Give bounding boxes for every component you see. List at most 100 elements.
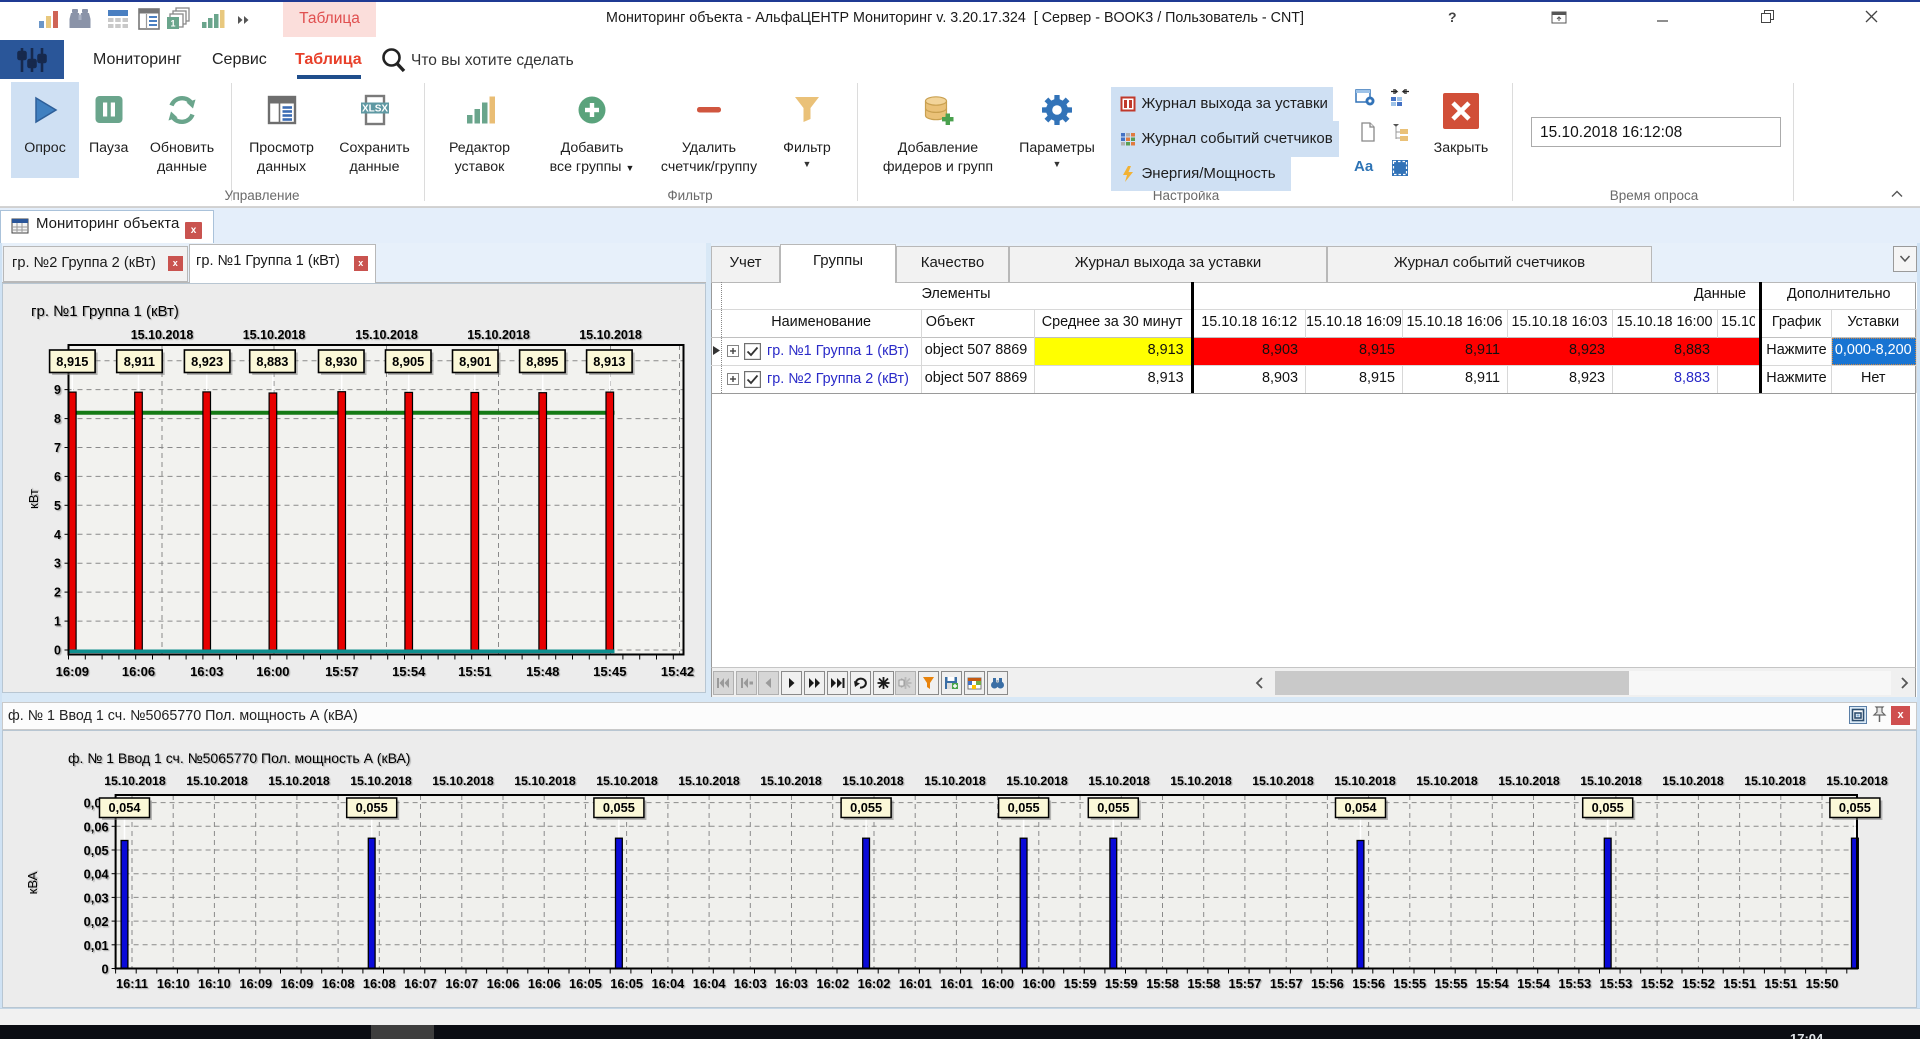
svg-text:8,913: 8,913 [593,354,625,369]
svg-text:15:52: 15:52 [1682,976,1715,991]
svg-text:15:42: 15:42 [661,664,694,679]
svg-text:0,055: 0,055 [850,800,882,815]
svg-text:16:08: 16:08 [322,976,355,991]
svg-text:15.10.2018: 15.10.2018 [924,774,986,788]
svg-text:16:09: 16:09 [239,976,272,991]
svg-text:15:55: 15:55 [1393,976,1426,991]
svg-text:16:02: 16:02 [858,976,891,991]
svg-text:15:51: 15:51 [1764,976,1797,991]
svg-text:8,915: 8,915 [56,354,88,369]
svg-text:16:03: 16:03 [775,976,808,991]
svg-text:0,05: 0,05 [84,843,109,858]
svg-text:15.10.2018: 15.10.2018 [760,774,822,788]
svg-text:15:54: 15:54 [392,664,426,679]
svg-text:15:50: 15:50 [1806,976,1839,991]
svg-text:16:04: 16:04 [693,976,727,991]
svg-text:7: 7 [54,441,61,455]
svg-text:16:00: 16:00 [256,664,289,679]
svg-text:15.10.2018: 15.10.2018 [1334,774,1396,788]
svg-text:15.10.2018: 15.10.2018 [243,328,306,342]
svg-text:15.10.2018: 15.10.2018 [1416,774,1478,788]
svg-text:15:59: 15:59 [1105,976,1138,991]
svg-text:5: 5 [54,499,61,513]
svg-text:9: 9 [54,383,61,397]
svg-text:15.10.2018: 15.10.2018 [1006,774,1068,788]
svg-text:16:11: 16:11 [116,976,148,991]
svg-text:ф. № 1 Ввод 1 сч. №5065770 Пол: ф. № 1 Ввод 1 сч. №5065770 Пол. мощность… [68,750,410,766]
svg-text:15.10.2018: 15.10.2018 [596,774,658,788]
svg-text:15:56: 15:56 [1311,976,1344,991]
svg-text:16:02: 16:02 [816,976,849,991]
svg-text:15.10.2018: 15.10.2018 [467,328,530,342]
svg-text:15:54: 15:54 [1476,976,1510,991]
svg-text:15:51: 15:51 [1723,976,1756,991]
svg-text:15.10.2018: 15.10.2018 [514,774,576,788]
svg-text:15:59: 15:59 [1064,976,1097,991]
svg-text:16:10: 16:10 [157,976,190,991]
svg-text:15.10.2018: 15.10.2018 [1170,774,1232,788]
svg-text:0,055: 0,055 [1839,800,1871,815]
svg-text:0,054: 0,054 [108,800,141,815]
svg-text:16:09: 16:09 [281,976,314,991]
svg-text:3: 3 [54,557,61,571]
svg-text:кВт: кВт [26,489,41,509]
svg-text:15.10.2018: 15.10.2018 [1662,774,1724,788]
svg-text:15.10.2018: 15.10.2018 [1580,774,1642,788]
svg-text:0,04: 0,04 [84,867,110,882]
svg-text:кВА: кВА [25,871,40,894]
svg-text:16:00: 16:00 [1022,976,1055,991]
svg-text:15:54: 15:54 [1517,976,1551,991]
svg-text:16:06: 16:06 [528,976,561,991]
svg-text:1: 1 [54,615,61,629]
svg-text:16:07: 16:07 [404,976,437,991]
svg-text:15.10.2018: 15.10.2018 [131,328,194,342]
svg-text:0,054: 0,054 [1344,800,1377,815]
svg-text:15:57: 15:57 [1229,976,1262,991]
svg-text:15:55: 15:55 [1435,976,1468,991]
svg-text:15.10.2018: 15.10.2018 [1744,774,1806,788]
svg-text:16:08: 16:08 [363,976,396,991]
svg-text:0: 0 [101,962,108,977]
svg-text:15.10.2018: 15.10.2018 [678,774,740,788]
svg-text:0,055: 0,055 [1592,800,1624,815]
svg-text:8,901: 8,901 [459,354,491,369]
svg-text:гр. №1 Группа 1 (кВт): гр. №1 Группа 1 (кВт) [31,303,179,320]
svg-text:15.10.2018: 15.10.2018 [432,774,494,788]
svg-text:0,01: 0,01 [84,938,109,953]
svg-text:15:53: 15:53 [1558,976,1591,991]
svg-text:0,055: 0,055 [1008,800,1040,815]
svg-text:0,02: 0,02 [84,914,109,929]
svg-text:15:51: 15:51 [458,664,491,679]
svg-text:4: 4 [54,528,61,542]
svg-text:15:45: 15:45 [593,664,626,679]
svg-text:15:57: 15:57 [1270,976,1303,991]
svg-text:8,923: 8,923 [191,354,223,369]
svg-text:6: 6 [54,470,61,484]
svg-text:16:06: 16:06 [487,976,520,991]
svg-text:0: 0 [54,644,61,658]
svg-text:0,03: 0,03 [84,890,109,905]
svg-text:16:07: 16:07 [445,976,478,991]
svg-text:16:03: 16:03 [190,664,223,679]
svg-text:15.10.2018: 15.10.2018 [268,774,330,788]
svg-text:0,055: 0,055 [356,800,388,815]
svg-text:15:58: 15:58 [1187,976,1220,991]
svg-text:16:00: 16:00 [981,976,1014,991]
svg-text:8,905: 8,905 [392,354,424,369]
svg-text:16:04: 16:04 [652,976,686,991]
svg-text:15.10.2018: 15.10.2018 [842,774,904,788]
svg-text:8,911: 8,911 [124,354,155,369]
svg-text:15.10.2018: 15.10.2018 [355,328,418,342]
svg-text:16:06: 16:06 [122,664,155,679]
svg-text:15.10.2018: 15.10.2018 [1498,774,1560,788]
svg-text:8: 8 [54,412,61,426]
svg-text:15:57: 15:57 [325,664,358,679]
svg-text:15.10.2018: 15.10.2018 [186,774,248,788]
svg-text:15.10.2018: 15.10.2018 [1252,774,1314,788]
svg-text:1: 1 [170,19,175,29]
svg-text:15.10.2018: 15.10.2018 [350,774,412,788]
svg-text:0,06: 0,06 [84,819,109,834]
svg-text:16:03: 16:03 [734,976,767,991]
svg-text:2: 2 [54,586,61,600]
svg-text:16:01: 16:01 [899,976,932,991]
